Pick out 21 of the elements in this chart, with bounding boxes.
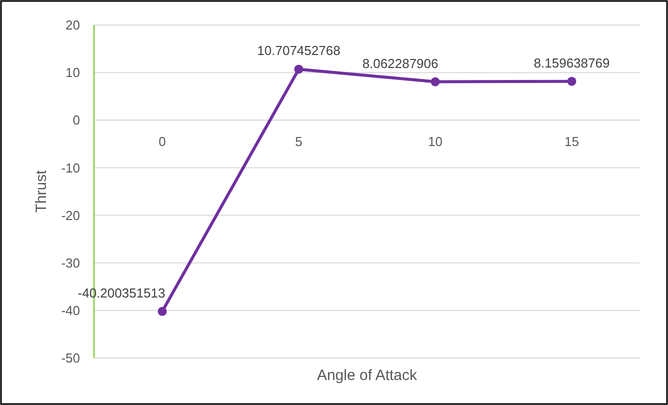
y-tick-label: 10	[66, 65, 80, 80]
y-tick-label: -50	[61, 350, 80, 366]
x-axis-title: Angle of Attack	[316, 367, 418, 384]
point	[158, 306, 167, 316]
y-tick-label: 20	[66, 18, 80, 33]
point	[430, 77, 440, 86]
x-tick-label: 10	[428, 134, 442, 150]
point	[294, 64, 304, 74]
data-label: 8.159638769	[534, 55, 610, 70]
x-tick-label: 15	[564, 134, 579, 150]
data-label: 8.062287906	[362, 56, 438, 71]
x-tick-label: 0	[158, 134, 166, 150]
y-tick-label: -20	[61, 208, 80, 223]
point	[567, 76, 576, 86]
y-axis-title: Thrust	[33, 169, 50, 213]
data-label: 10.707452768	[257, 43, 340, 58]
y-tick-label: -40	[61, 302, 80, 318]
y-tick-label: 0	[72, 112, 80, 128]
y-tick-label: -10	[61, 160, 80, 176]
y-tick-label: -30	[61, 255, 80, 270]
x-tick-label: 5	[295, 134, 302, 150]
